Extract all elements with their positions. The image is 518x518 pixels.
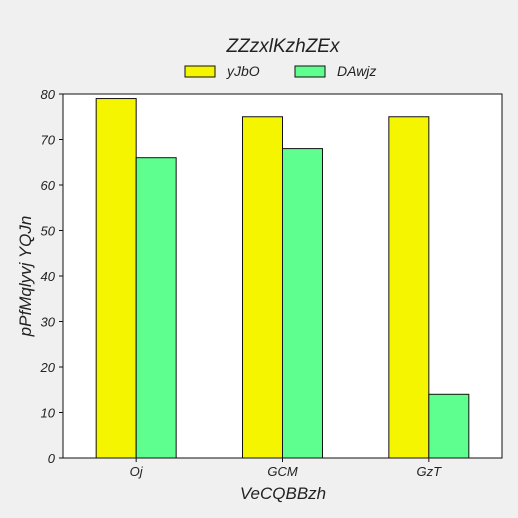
bar-dawjz-gcm [282, 148, 323, 459]
y-tick-label: 20 [40, 360, 56, 375]
legend-swatch-yjbo [184, 65, 216, 78]
x-axis-label: VeCQBBzh [240, 484, 326, 503]
y-tick-label: 80 [41, 87, 56, 102]
bars [95, 98, 470, 459]
chart-title: ZZzxlKzhZEx [226, 36, 341, 57]
legend-swatch-dawjz [294, 65, 326, 78]
bar-dawjz-gzt [428, 393, 470, 459]
y-tick-label: 60 [41, 178, 56, 193]
y-tick-label: 30 [41, 315, 56, 330]
y-tick-label: 0 [48, 451, 56, 466]
bar-yjbo-gzt [388, 116, 430, 459]
y-tick-label: 70 [41, 133, 56, 148]
y-tick-label: 10 [41, 406, 56, 421]
y-tick-label: 50 [41, 224, 56, 239]
y-tick-label: 40 [41, 269, 56, 284]
x-tick-label: Oj [130, 464, 144, 479]
y-axis: 0 10 20 30 40 50 60 70 80 [40, 87, 63, 466]
bar-yjbo-gcm [242, 116, 283, 459]
x-axis: Oj GCM GzT [130, 458, 442, 479]
y-axis-label: pPfMqlyvj YQJn [16, 216, 35, 338]
legend-label-yjbo: yJbO [226, 63, 260, 79]
legend-label-dawjz: DAwjz [337, 63, 376, 79]
bar-yjbo-oj [95, 98, 137, 459]
legend: yJbO DAwjz [184, 63, 376, 79]
x-tick-label: GzT [417, 464, 443, 479]
x-tick-label: GCM [267, 464, 298, 479]
bar-dawjz-oj [135, 157, 177, 459]
